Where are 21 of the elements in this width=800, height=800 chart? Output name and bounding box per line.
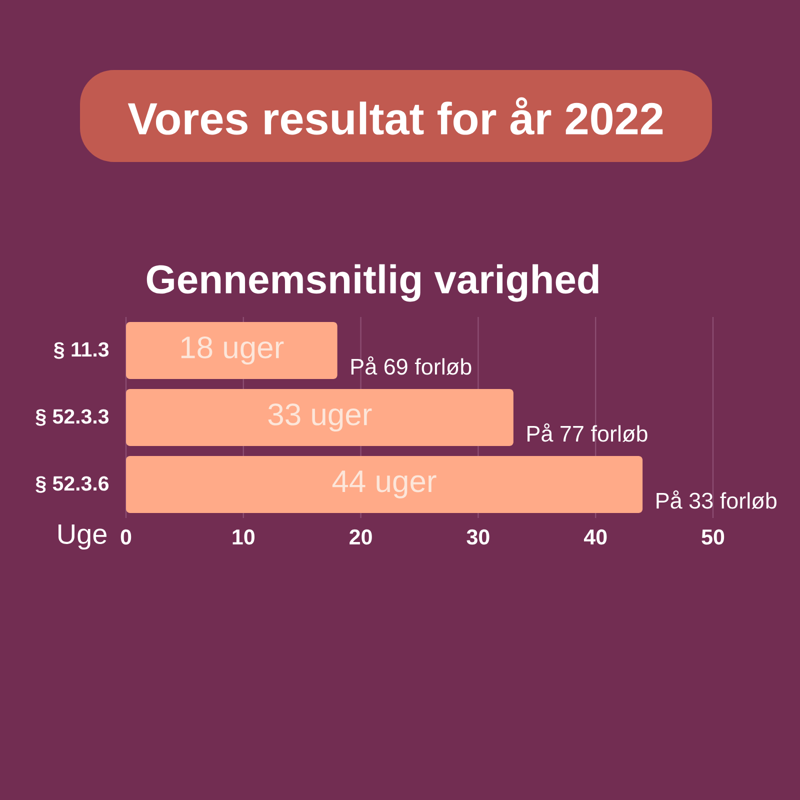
chart-title: Vores resultat for år 2022: [128, 97, 663, 135]
annotation: På 33 forløb: [656, 490, 776, 509]
data-label: 18 uger: [181, 336, 284, 365]
y-tick-label: § 52.3.6: [36, 476, 109, 493]
annotation: På 69 forløb: [351, 356, 472, 375]
bar: [126, 389, 514, 446]
data-label: 44 uger: [332, 470, 436, 498]
x-tick-label: 40: [584, 529, 607, 545]
bar: [126, 456, 643, 513]
x-tick-label: 20: [350, 529, 372, 545]
x-tick-label: 0: [120, 529, 132, 545]
x-axis-title: Uge: [58, 524, 106, 550]
y-tick-label: § 11.3: [54, 342, 109, 359]
chart-subtitle: Gennemsnitlig varighed: [146, 264, 598, 302]
bar: [126, 322, 338, 379]
x-tick-label: 10: [232, 529, 254, 545]
annotation: På 77 forløb: [528, 423, 648, 442]
y-tick-label: § 52.3.3: [36, 409, 109, 426]
x-tick-label: 30: [466, 529, 490, 545]
data-label: 33 uger: [268, 403, 372, 432]
x-tick-label: 50: [702, 529, 724, 545]
